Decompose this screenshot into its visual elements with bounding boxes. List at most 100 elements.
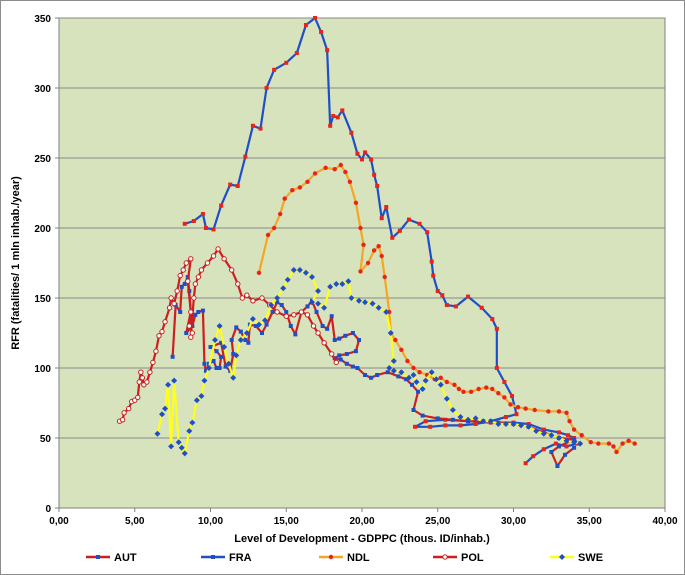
data-point-swe bbox=[216, 323, 223, 329]
data-point-fra bbox=[217, 366, 222, 370]
x-tick-label: 40,00 bbox=[652, 516, 677, 527]
x-tick-label: 25,00 bbox=[425, 516, 450, 527]
data-point-fra bbox=[337, 336, 342, 341]
data-point-ndl bbox=[461, 389, 466, 394]
data-point-aut bbox=[514, 412, 519, 417]
y-tick-label: 300 bbox=[34, 84, 51, 95]
data-point-fra bbox=[238, 329, 243, 334]
data-point-aut bbox=[250, 123, 255, 128]
data-point-aut bbox=[369, 157, 374, 162]
data-point-swe bbox=[198, 393, 205, 399]
data-point-swe bbox=[422, 377, 429, 384]
x-tick-label: 30,00 bbox=[501, 516, 526, 527]
data-point-aut bbox=[406, 217, 411, 222]
data-point-ndl bbox=[312, 171, 318, 176]
data-point-swe bbox=[345, 278, 352, 285]
data-point-ndl bbox=[515, 405, 521, 410]
data-point-aut bbox=[458, 423, 463, 428]
data-point-swe bbox=[533, 428, 540, 434]
data-point-swe bbox=[181, 450, 188, 457]
data-point-swe bbox=[419, 386, 426, 392]
data-point-pol bbox=[125, 405, 132, 412]
data-point-ndl bbox=[502, 395, 507, 400]
data-point-pol bbox=[186, 323, 192, 329]
data-point-swe bbox=[410, 372, 417, 378]
y-axis-title: RFR (fatalities/ 1 mln inhab./year) bbox=[10, 176, 22, 350]
data-point-aut bbox=[466, 294, 471, 299]
data-point-pol bbox=[195, 274, 202, 280]
data-point-fra bbox=[435, 416, 440, 421]
data-point-aut bbox=[413, 424, 418, 429]
legend-marker-ndl bbox=[328, 554, 334, 560]
legend-marker-fra bbox=[211, 555, 215, 559]
data-point-pol bbox=[244, 292, 250, 298]
data-point-swe bbox=[221, 344, 228, 350]
data-point-pol bbox=[274, 309, 280, 315]
data-point-ndl bbox=[405, 358, 410, 364]
data-point-ndl bbox=[379, 253, 384, 259]
data-point-ndl bbox=[411, 365, 416, 371]
data-point-swe bbox=[302, 269, 309, 276]
series-pol bbox=[116, 246, 339, 424]
data-point-aut bbox=[473, 422, 478, 426]
data-point-ndl bbox=[476, 386, 481, 392]
x-axis-title: Level of Development - GDPPC (thous. ID/… bbox=[234, 533, 490, 545]
data-point-fra bbox=[344, 352, 349, 356]
data-point-pol bbox=[159, 328, 165, 335]
data-point-swe bbox=[405, 374, 412, 381]
data-point-swe bbox=[296, 267, 303, 273]
data-point-fra bbox=[196, 310, 201, 314]
data-point-swe bbox=[428, 369, 435, 376]
data-point-pol bbox=[329, 351, 335, 357]
data-point-fra bbox=[203, 368, 208, 373]
data-point-aut bbox=[566, 433, 571, 438]
data-point-fra bbox=[246, 340, 251, 345]
data-point-fra bbox=[403, 377, 408, 382]
data-point-aut bbox=[319, 30, 324, 34]
data-point-swe bbox=[309, 274, 316, 280]
data-point-swe bbox=[309, 299, 316, 306]
data-point-ndl bbox=[371, 248, 377, 253]
data-point-fra bbox=[555, 464, 560, 468]
data-point-fra bbox=[356, 338, 361, 342]
data-point-swe bbox=[193, 397, 200, 404]
series-swe bbox=[154, 267, 584, 457]
data-point-aut bbox=[331, 114, 336, 118]
data-point-fra bbox=[219, 354, 224, 359]
legend: AUT FRA NDL POL SWE bbox=[86, 552, 603, 564]
data-point-aut bbox=[444, 303, 449, 307]
data-point-swe bbox=[510, 421, 517, 427]
data-point-ndl bbox=[508, 402, 513, 407]
data-point-pol bbox=[259, 295, 265, 301]
data-point-fra bbox=[329, 314, 334, 319]
data-point-pol bbox=[235, 281, 241, 287]
data-point-ndl bbox=[571, 427, 577, 432]
data-point-aut bbox=[397, 228, 402, 233]
data-point-ndl bbox=[376, 244, 381, 249]
data-point-ndl bbox=[438, 375, 443, 380]
data-point-fra bbox=[363, 373, 368, 377]
x-tick-label: 20,00 bbox=[349, 516, 374, 527]
data-point-aut bbox=[200, 212, 205, 216]
data-point-fra bbox=[411, 408, 416, 412]
data-point-aut bbox=[443, 423, 448, 428]
data-point-ndl bbox=[564, 410, 569, 415]
data-point-fra bbox=[202, 361, 207, 366]
data-point-ndl bbox=[452, 382, 457, 387]
data-point-ndl bbox=[417, 370, 422, 375]
data-point-aut bbox=[429, 259, 434, 264]
data-point-ndl bbox=[297, 185, 303, 190]
data-point-fra bbox=[182, 282, 187, 286]
data-point-pol bbox=[121, 410, 127, 416]
data-point-aut bbox=[556, 430, 561, 435]
data-point-fra bbox=[231, 352, 236, 356]
data-point-swe bbox=[369, 300, 376, 307]
data-point-ndl bbox=[361, 242, 366, 247]
data-point-aut bbox=[440, 293, 445, 298]
data-point-pol bbox=[191, 295, 197, 301]
data-point-pol bbox=[136, 379, 142, 385]
data-point-fra bbox=[450, 417, 455, 422]
data-point-fra bbox=[284, 310, 289, 314]
data-point-swe bbox=[321, 304, 328, 311]
